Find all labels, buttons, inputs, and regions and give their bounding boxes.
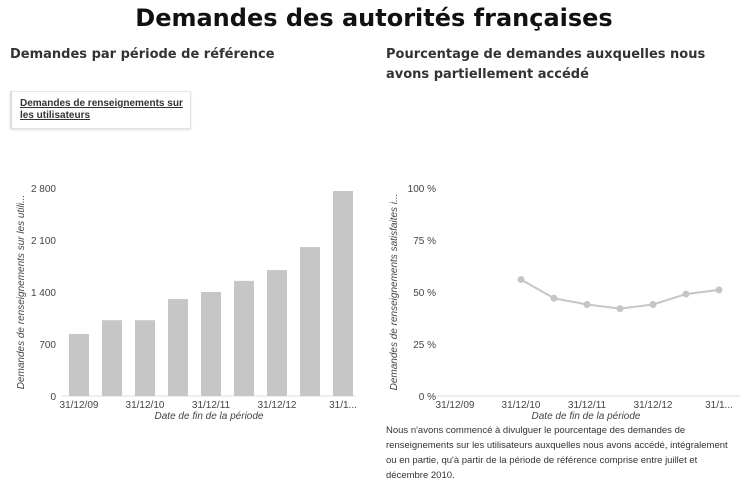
x-tick-label: 31/12/09: [436, 400, 475, 411]
y-tick-label: 100 %: [408, 184, 436, 195]
data-point: [682, 290, 690, 298]
bar: [333, 190, 353, 396]
y-tick-label: 0 %: [419, 392, 436, 403]
bar: [300, 247, 320, 396]
y-tick-label: 0: [50, 392, 56, 403]
footnote: Nous n'avons commencé à divulguer le pou…: [386, 425, 728, 481]
bar: [69, 333, 89, 396]
y-tick-label: 1 400: [31, 288, 56, 299]
line-chart: 0 % 25 % 50 % 75 % 100 % 31/12/09 31/12/10 31/1…: [389, 184, 740, 422]
bar: [135, 320, 155, 396]
x-tick-label: 31/12/12: [258, 400, 297, 411]
bar: [201, 292, 221, 396]
x-tick-label: 31/12/10: [126, 400, 165, 411]
bar: [267, 270, 287, 396]
y-axis-title: Demandes de renseignements sur les utili…: [16, 195, 27, 390]
y-tick-label: 2 100: [31, 236, 56, 247]
bar: [102, 320, 122, 396]
y-tick-label: 2 800: [31, 184, 56, 195]
x-tick-label: 31/12/10: [502, 400, 541, 411]
y-tick-label: 700: [39, 340, 56, 351]
x-tick-label: 31/12/09: [60, 400, 99, 411]
data-point: [517, 276, 525, 284]
right-chart-heading: Pourcentage de demandes auxquelles nous …: [386, 47, 706, 82]
y-axis-title: Demandes de renseignements satisfaites i…: [389, 194, 400, 391]
data-point: [649, 300, 657, 308]
y-tick-label: 50 %: [413, 288, 436, 299]
data-point: [616, 305, 624, 313]
x-tick-label: 31/12/11: [568, 400, 607, 411]
page-title: Demandes des autorités françaises: [135, 4, 613, 32]
x-tick-label: 31/12/11: [192, 400, 231, 411]
x-tick-label: 31/12/12: [634, 400, 673, 411]
y-tick-label: 75 %: [413, 236, 436, 247]
bar: [168, 299, 188, 396]
legend-link[interactable]: Demandes de renseignements sur les utili…: [20, 98, 183, 121]
bar-chart: 0 700 1 400 2 100 2 800 31/12/09 31/12/10 31/12…: [16, 184, 357, 422]
data-point: [583, 300, 591, 308]
data-point: [550, 294, 558, 302]
x-tick-label: 31/1...: [705, 400, 733, 411]
y-tick-label: 25 %: [413, 340, 436, 351]
bar: [234, 280, 254, 396]
legend-box: Demandes de renseignements sur les utili…: [10, 91, 191, 129]
x-tick-label: 31/1...: [329, 400, 357, 411]
data-point: [715, 286, 723, 294]
x-axis-title: Date de fin de la période: [155, 411, 264, 422]
left-chart-heading: Demandes par période de référence: [10, 47, 275, 62]
x-axis-title: Date de fin de la période: [532, 411, 641, 422]
